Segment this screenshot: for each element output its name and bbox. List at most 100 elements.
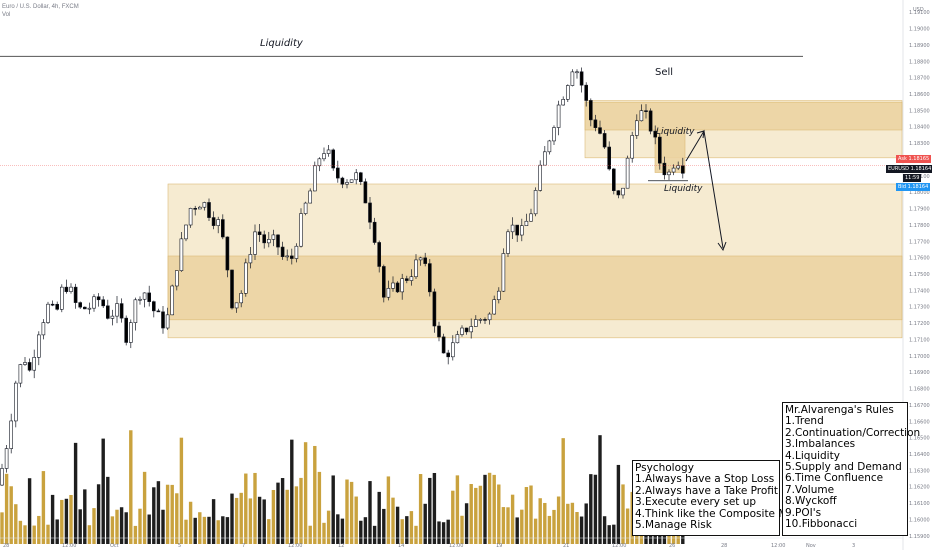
candle-body — [193, 208, 197, 210]
volume-bar — [50, 494, 55, 544]
volume-bar — [556, 496, 561, 544]
volume-bar — [322, 522, 326, 544]
price-tick-label: 1.16400 — [909, 452, 930, 458]
volume-bar — [184, 519, 188, 544]
candle-body — [519, 225, 524, 236]
volume-bar — [414, 525, 418, 544]
candle-body — [630, 135, 635, 159]
volume-bar — [221, 516, 225, 544]
rules-item: 9.POI's — [785, 506, 822, 519]
drawing-layer — [685, 129, 727, 252]
volume-bar — [354, 496, 358, 544]
volume-bar — [359, 520, 363, 544]
volume-bar — [570, 502, 575, 544]
liquidity-inner-label: Liquidity — [656, 127, 695, 137]
volume-bar — [561, 438, 565, 544]
liquidity-top-label: Liquidity — [260, 38, 303, 49]
volume-bar — [612, 524, 616, 544]
time-tick-label: 12 — [338, 543, 344, 549]
volume-bar — [216, 520, 220, 544]
volume-bar — [395, 506, 400, 544]
volume-bar — [483, 474, 487, 544]
price-tick-label: 1.18700 — [909, 76, 930, 82]
candle-body — [175, 270, 179, 287]
candle-body — [446, 352, 451, 358]
volume-bar — [510, 494, 515, 544]
rules-item: 6.Time Confluence — [785, 472, 884, 485]
volume-bar — [487, 472, 492, 544]
candle-body — [294, 245, 299, 259]
volume-bar — [179, 437, 184, 544]
candle-body — [266, 239, 271, 244]
volume-bar — [382, 508, 386, 544]
candle-body — [161, 311, 165, 329]
candle-body — [552, 127, 556, 142]
volume-bar — [616, 464, 621, 544]
volume-bar — [101, 438, 105, 544]
price-tick-label: 1.16900 — [909, 370, 930, 376]
candle-body — [556, 104, 561, 128]
candle-body — [345, 182, 349, 185]
candle-body — [625, 157, 630, 189]
psychology-item: 5.Manage Risk — [635, 519, 712, 532]
volume-bar — [285, 489, 289, 544]
price-tick-label: 1.18300 — [909, 141, 930, 147]
price-tick-label: 1.16600 — [909, 419, 930, 425]
candle-body — [404, 278, 409, 281]
candle-body — [455, 334, 460, 344]
candle-body — [483, 319, 487, 321]
volume-bar — [276, 482, 280, 544]
candle-body — [138, 298, 142, 301]
psychology-item: 1.Always have a Stop Loss — [635, 473, 775, 486]
candle-body — [423, 257, 428, 264]
time-axis[interactable]: 28 12:00 Oct 5 7 12:00 12 14 12:00 19 21 12:00 26 28 1… — [0, 537, 903, 549]
volume-bar — [165, 484, 170, 544]
volume-bar — [60, 499, 64, 544]
volume-bar — [621, 484, 625, 544]
volume-label: Vol — [2, 12, 11, 18]
volume-bar — [193, 517, 197, 544]
volume-bar — [37, 515, 41, 544]
volume-bar — [230, 493, 234, 544]
current-price-tag: EURUSD 1.18164 — [886, 165, 932, 173]
volume-bar — [598, 435, 602, 544]
liquidity-bottom-label: Liquidity — [664, 184, 703, 194]
symbol-line: Euro / U.S. Dollar, 4h, FXCM — [2, 4, 79, 10]
price-tick-label: 1.16100 — [909, 501, 930, 507]
volume-bar — [253, 472, 257, 544]
candle-body — [285, 255, 290, 258]
candle-body — [464, 327, 469, 333]
candle-body — [207, 202, 211, 218]
candle-body — [221, 219, 225, 238]
volume-bar — [152, 487, 156, 544]
volume-bar — [377, 491, 381, 544]
volume-bar — [175, 493, 179, 544]
volume-bar — [437, 521, 441, 544]
time-tick-label: 12:00 — [62, 543, 76, 549]
volume-bar — [538, 498, 542, 544]
candle-body — [616, 190, 621, 196]
volume-bar — [115, 509, 119, 544]
volume-bar — [345, 479, 349, 544]
time-tick-label: 12:00 — [288, 543, 302, 549]
price-tick-label: 1.18900 — [909, 43, 930, 49]
psychology-item: 4.Think like the Composite Man — [635, 507, 801, 520]
candle-body — [239, 292, 243, 304]
volume-bar — [497, 484, 501, 544]
candle-body — [303, 202, 308, 214]
rules-item: 5.Supply and Demand — [785, 461, 902, 474]
price-tick-label: 1.18500 — [909, 108, 930, 114]
candle-body — [83, 306, 87, 310]
candle-body — [496, 290, 501, 300]
candle-body — [331, 149, 336, 169]
candle-body — [147, 292, 151, 302]
volume-histogram — [0, 430, 685, 544]
candle-body — [129, 322, 133, 343]
candle-body — [170, 285, 174, 316]
candle-body — [598, 127, 602, 134]
candle-body — [639, 110, 644, 122]
volume-bar — [69, 494, 73, 544]
rules-box: Mr.Alvarenga's Rules 1.Trend 2.Continuat… — [782, 402, 920, 536]
price-tick-label: 1.17100 — [909, 337, 930, 343]
